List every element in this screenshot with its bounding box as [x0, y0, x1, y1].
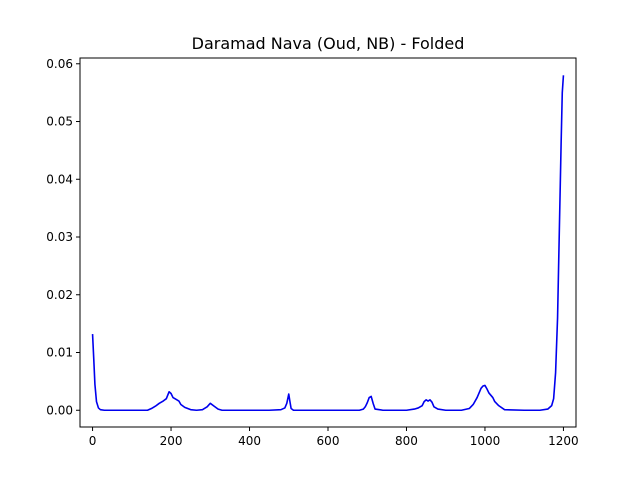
- y-tick-label: 0.03: [46, 230, 73, 244]
- y-tick-label: 0.04: [46, 172, 73, 186]
- y-tick-label: 0.00: [46, 403, 73, 417]
- y-tick-label: 0.01: [46, 346, 73, 360]
- plot-area-frame: [79, 57, 577, 428]
- y-tick-label: 0.05: [46, 115, 73, 129]
- x-tick-label: 0: [89, 434, 97, 448]
- x-axis-ticks: 0 200 400 600 800 1000 1200: [89, 427, 579, 448]
- x-tick-label: 1000: [470, 434, 501, 448]
- y-tick-label: 0.06: [46, 57, 73, 71]
- series-line: [91, 75, 565, 412]
- y-tick-label: 0.02: [46, 288, 73, 302]
- series-layer: [91, 75, 565, 412]
- x-tick-label: 800: [395, 434, 418, 448]
- chart-title: Daramad Nava (Oud, NB) - Folded: [192, 34, 465, 53]
- x-tick-label: 400: [238, 434, 261, 448]
- y-axis-ticks: 0.00 0.01 0.02 0.03 0.04 0.05 0.06: [46, 57, 80, 417]
- x-tick-label: 600: [317, 434, 340, 448]
- x-tick-label: 1200: [548, 434, 579, 448]
- x-tick-label: 200: [160, 434, 183, 448]
